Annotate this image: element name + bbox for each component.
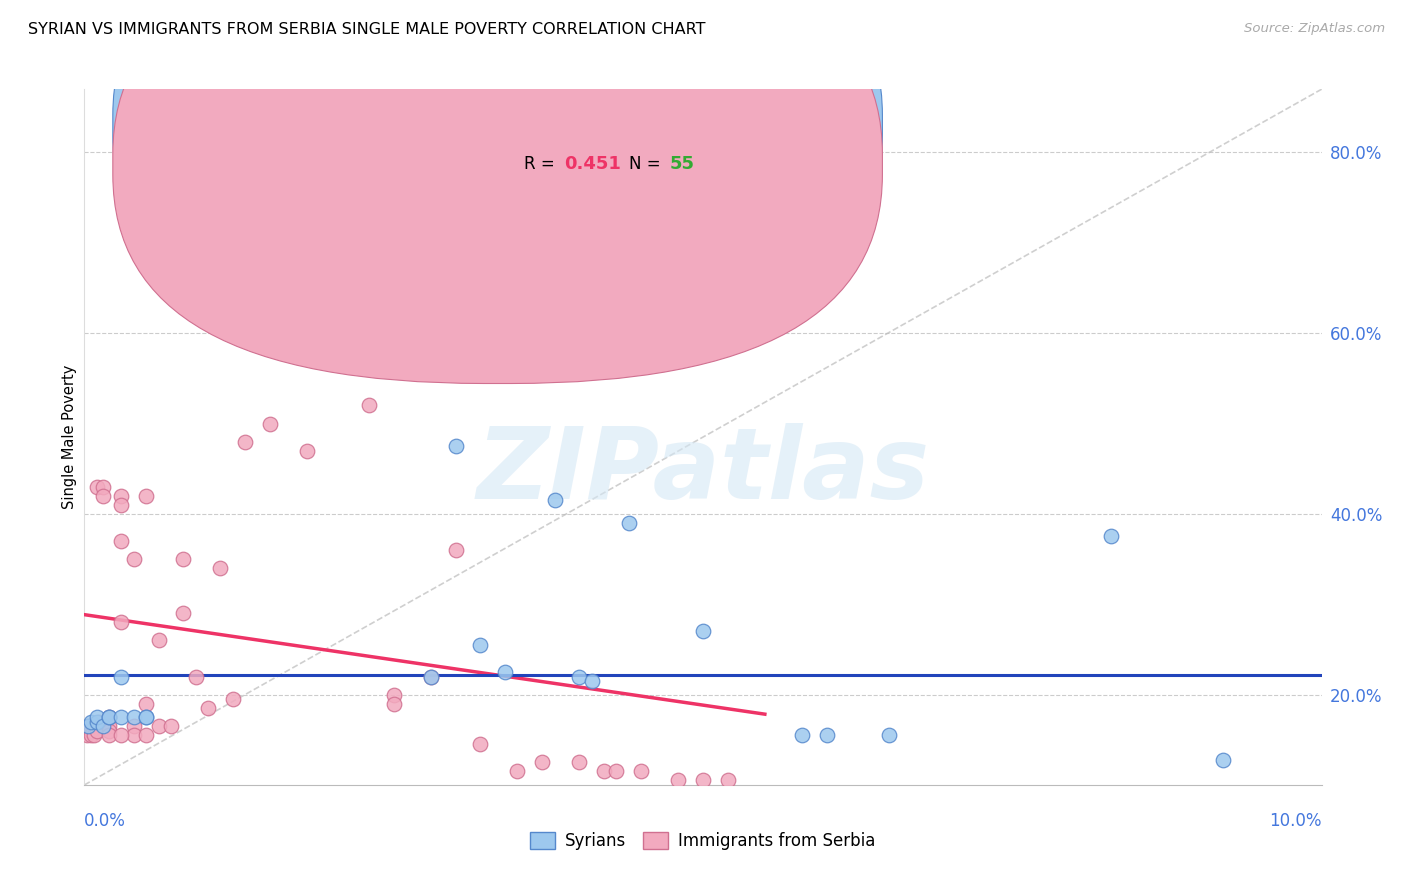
Point: [470, 638, 492, 652]
Point: [815, 728, 838, 742]
Text: 0.451: 0.451: [564, 155, 621, 173]
Point: [98, 710, 121, 724]
Point: [122, 552, 145, 566]
Point: [222, 692, 245, 706]
FancyBboxPatch shape: [112, 0, 883, 384]
Point: [160, 719, 183, 733]
Point: [98, 719, 121, 733]
Legend: Syrians, Immigrants from Serbia: Syrians, Immigrants from Serbia: [523, 825, 883, 856]
Point: [91, 480, 114, 494]
Point: [357, 399, 380, 413]
Point: [98, 710, 121, 724]
Point: [346, 308, 368, 322]
Point: [79, 728, 101, 742]
Point: [568, 756, 591, 770]
Point: [110, 489, 132, 503]
Point: [98, 723, 121, 738]
Point: [382, 697, 405, 711]
Point: [568, 669, 591, 683]
Point: [110, 533, 132, 548]
Point: [271, 326, 294, 341]
Point: [877, 728, 900, 742]
Point: [76, 728, 98, 742]
Point: [172, 552, 194, 566]
Point: [91, 719, 114, 733]
Point: [321, 281, 343, 295]
Point: [110, 615, 132, 630]
Point: [98, 710, 121, 724]
Point: [148, 719, 170, 733]
Text: 10.0%: 10.0%: [1270, 812, 1322, 830]
Point: [692, 624, 714, 639]
Point: [790, 728, 813, 742]
Point: [419, 669, 441, 683]
Point: [91, 489, 114, 503]
Point: [110, 728, 132, 742]
Point: [666, 773, 689, 788]
Point: [581, 674, 603, 689]
Point: [83, 728, 105, 742]
Point: [593, 764, 616, 779]
Text: 55: 55: [669, 155, 695, 173]
FancyBboxPatch shape: [468, 96, 752, 194]
Point: [86, 714, 108, 729]
Point: [717, 773, 740, 788]
Point: [110, 710, 132, 724]
Text: N =: N =: [628, 155, 661, 173]
Point: [1212, 753, 1234, 767]
Text: 26: 26: [669, 116, 695, 135]
Text: ZIPatlas: ZIPatlas: [477, 424, 929, 520]
Point: [135, 489, 157, 503]
Point: [295, 443, 318, 458]
Point: [197, 701, 219, 715]
Point: [444, 439, 467, 453]
Point: [209, 561, 232, 575]
Point: [135, 697, 157, 711]
Text: SYRIAN VS IMMIGRANTS FROM SERBIA SINGLE MALE POVERTY CORRELATION CHART: SYRIAN VS IMMIGRANTS FROM SERBIA SINGLE …: [28, 22, 706, 37]
Point: [233, 434, 256, 449]
Point: [89, 714, 111, 729]
Point: [122, 719, 145, 733]
Point: [148, 633, 170, 648]
Point: [1099, 529, 1122, 543]
Point: [382, 688, 405, 702]
Point: [506, 764, 529, 779]
Point: [110, 669, 132, 683]
Text: Source: ZipAtlas.com: Source: ZipAtlas.com: [1244, 22, 1385, 36]
Point: [630, 764, 652, 779]
Point: [86, 710, 108, 724]
Point: [531, 756, 554, 770]
Point: [470, 737, 492, 751]
Point: [135, 728, 157, 742]
Point: [692, 773, 714, 788]
Point: [86, 723, 108, 738]
Point: [86, 480, 108, 494]
Point: [419, 669, 441, 683]
Point: [444, 543, 467, 558]
Point: [98, 728, 121, 742]
Text: R =: R =: [523, 155, 554, 173]
Point: [184, 669, 207, 683]
Point: [543, 493, 565, 508]
Point: [605, 764, 627, 779]
Text: 0.0%: 0.0%: [84, 812, 127, 830]
Point: [494, 665, 516, 679]
Point: [110, 498, 132, 512]
Text: R =: R =: [523, 116, 554, 135]
Text: N =: N =: [628, 116, 661, 135]
Point: [77, 719, 100, 733]
Point: [617, 516, 640, 530]
Point: [259, 417, 281, 431]
Y-axis label: Single Male Poverty: Single Male Poverty: [62, 365, 77, 509]
Point: [77, 719, 100, 733]
FancyBboxPatch shape: [112, 0, 883, 344]
Point: [135, 710, 157, 724]
Point: [172, 607, 194, 621]
Point: [135, 710, 157, 724]
Point: [122, 728, 145, 742]
Point: [79, 714, 101, 729]
Point: [122, 710, 145, 724]
Text: 0.001: 0.001: [564, 116, 621, 135]
Point: [79, 723, 101, 738]
